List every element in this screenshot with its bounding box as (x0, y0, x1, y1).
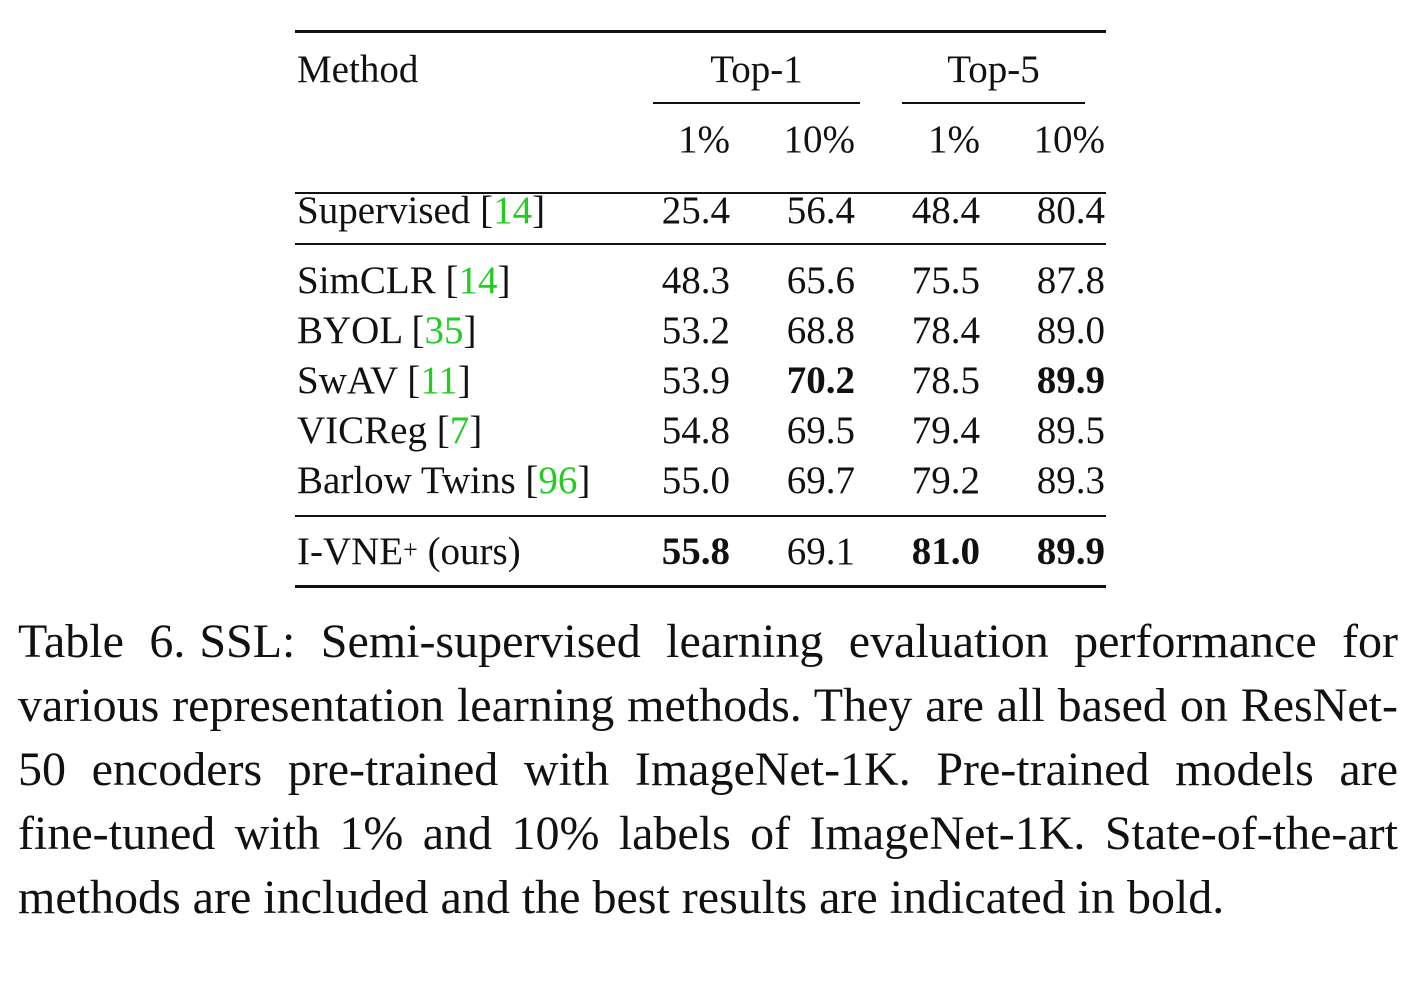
table-cell: 89.5 (1036, 409, 1105, 452)
table-cell: 89.0 (1036, 309, 1105, 352)
subheader-top5-10pct: 10% (1033, 118, 1106, 161)
table-cell: 89.9 (1036, 359, 1105, 402)
table-cell: 56.4 (786, 189, 855, 232)
top5-header: Top-5 (947, 48, 1040, 91)
caption-text: SSL: Semi-supervised learning evaluation… (18, 615, 1399, 924)
ours-rule (295, 515, 1106, 517)
table-cell: 75.5 (911, 259, 980, 302)
subheader-top1-10pct: 10% (783, 118, 856, 161)
table-cell: 89.9 (1036, 530, 1105, 573)
bottom-rule (295, 585, 1106, 588)
table-cell: 55.0 (661, 459, 730, 502)
citation-link[interactable]: 7 (449, 409, 470, 452)
citation-link[interactable]: 35 (424, 309, 464, 352)
citation-link[interactable]: 14 (458, 259, 498, 302)
table-cell: 69.1 (786, 530, 855, 573)
table-cell: 53.9 (661, 359, 730, 402)
table-cell: 79.4 (911, 409, 980, 452)
top5-cmidrule (902, 102, 1085, 104)
table-cell: 25.4 (661, 189, 730, 232)
header-rule (295, 192, 1106, 194)
top-rule (295, 30, 1106, 33)
table-cell: 48.4 (911, 189, 980, 232)
table-row-method: BYOL [35] (297, 309, 477, 352)
table-cell: 48.3 (661, 259, 730, 302)
table-cell: 70.2 (786, 359, 855, 402)
table-cell: 69.5 (786, 409, 855, 452)
table-cell: 65.6 (786, 259, 855, 302)
subheader-top5-1pct: 1% (928, 118, 980, 161)
baseline-rule (295, 243, 1106, 245)
table-row-method: SwAV [11] (297, 359, 471, 402)
table-row-method-ours: I-VNE+ (ours) (297, 530, 521, 573)
citation-link[interactable]: 96 (538, 459, 578, 502)
table-cell: 68.8 (786, 309, 855, 352)
table-cell: 81.0 (911, 530, 980, 573)
table-cell: 55.8 (661, 530, 730, 573)
citation-link[interactable]: 11 (420, 359, 458, 402)
top1-header: Top-1 (710, 48, 803, 91)
table-caption: Table 6. SSL: Semi-supervised learning ev… (18, 610, 1398, 930)
table-row-method: Supervised [14] (297, 189, 546, 232)
table-cell: 53.2 (661, 309, 730, 352)
table-row-method: SimCLR [14] (297, 259, 511, 302)
table-row-method: VICReg [7] (297, 409, 483, 452)
table-cell: 89.3 (1036, 459, 1105, 502)
subheader-top1-1pct: 1% (678, 118, 730, 161)
table-cell: 69.7 (786, 459, 855, 502)
table-cell: 87.8 (1036, 259, 1105, 302)
caption-label: Table 6. (18, 615, 186, 668)
top1-cmidrule (653, 102, 860, 104)
citation-link[interactable]: 14 (493, 189, 533, 232)
table-cell: 54.8 (661, 409, 730, 452)
table-cell: 78.5 (911, 359, 980, 402)
table-cell: 78.4 (911, 309, 980, 352)
method-header: Method (297, 48, 419, 91)
table-cell: 80.4 (1036, 189, 1105, 232)
table-row-method: Barlow Twins [96] (297, 459, 591, 502)
table-cell: 79.2 (911, 459, 980, 502)
